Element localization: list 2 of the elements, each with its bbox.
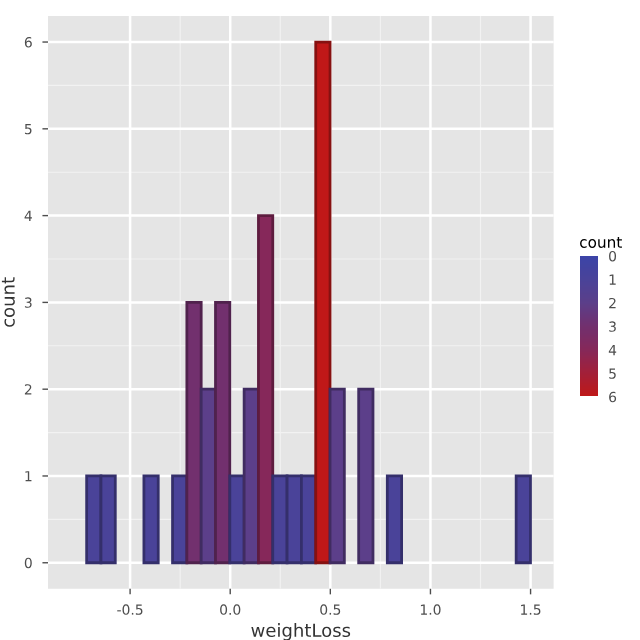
y-axis-title: count bbox=[1, 277, 15, 327]
x-axis-title: weightLoss bbox=[251, 623, 351, 640]
